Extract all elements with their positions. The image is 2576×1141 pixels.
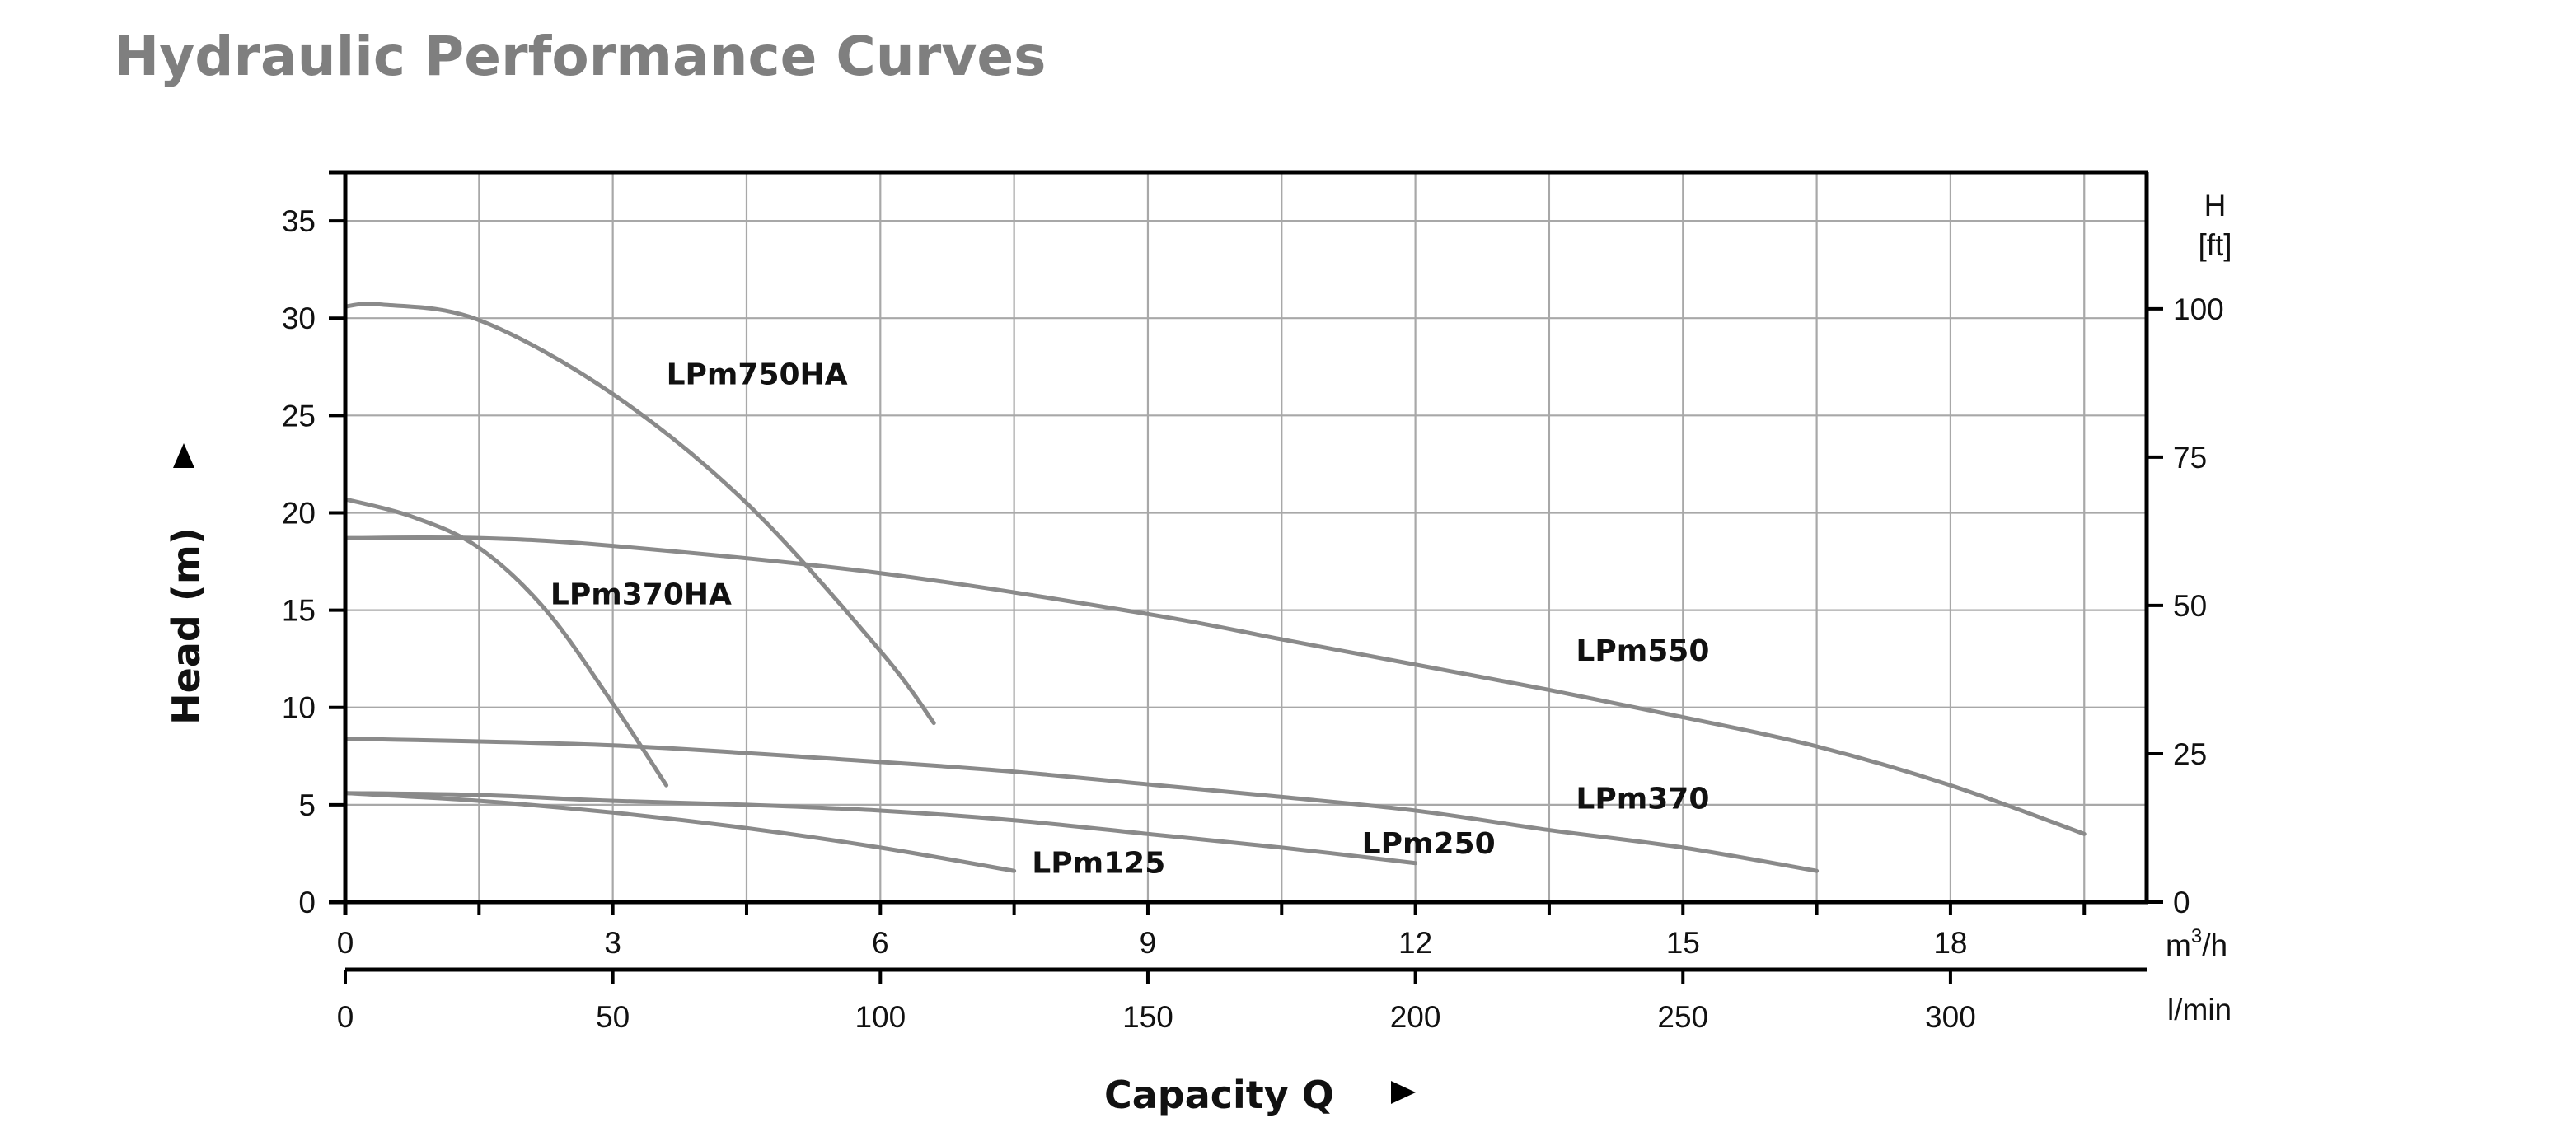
curve-lpm750ha bbox=[343, 302, 936, 726]
curve-label-lpm370: LPm370 bbox=[1576, 783, 1709, 816]
y2-axis-title-line1: H bbox=[2204, 189, 2227, 222]
y-tick-label: 35 bbox=[282, 204, 316, 238]
y-tick-label: 0 bbox=[298, 886, 316, 919]
x2-tick-label: 50 bbox=[596, 1000, 630, 1034]
y2-tick-label: 50 bbox=[2173, 589, 2207, 623]
y-tick-label: 25 bbox=[282, 399, 316, 433]
x2-tick-label: 300 bbox=[1925, 1000, 1976, 1034]
x-tick-label: 3 bbox=[604, 926, 621, 960]
y2-tick-label: 100 bbox=[2173, 292, 2224, 326]
labels: LPm750HA LPm370HA LPm550 LPm370 LPm250 LPm125 bbox=[550, 358, 1709, 881]
y2-tick-label: 75 bbox=[2173, 441, 2207, 475]
x-tick-label: 15 bbox=[1666, 926, 1700, 960]
x-tick-label: 6 bbox=[872, 926, 889, 960]
curve-label-lpm250: LPm250 bbox=[1362, 827, 1496, 861]
x2-tick-label: 100 bbox=[855, 1000, 906, 1034]
y-tick-label: 5 bbox=[298, 788, 316, 822]
curve-lpm550 bbox=[343, 535, 2087, 836]
curves bbox=[343, 302, 2087, 873]
axes: 0 5 10 15 20 25 30 35 0 25 50 75 100 0 3 6 9 12 15 18 0 50 100… bbox=[282, 170, 2224, 1034]
y-tick-label: 10 bbox=[282, 691, 316, 725]
x2-tick-label: 200 bbox=[1390, 1000, 1441, 1034]
x2-tick-label: 250 bbox=[1657, 1000, 1708, 1034]
x-axis-unit-m3h: m3/h bbox=[2166, 925, 2227, 962]
curve-lpm125 bbox=[343, 791, 1017, 873]
x2-tick-label: 0 bbox=[337, 1000, 354, 1034]
curve-label-lpm125: LPm125 bbox=[1032, 847, 1165, 881]
x-axis-title: Capacity Q bbox=[1104, 1073, 1334, 1117]
curve-label-lpm370ha: LPm370HA bbox=[550, 578, 732, 612]
x-tick-label: 9 bbox=[1140, 926, 1157, 960]
x-axis-arrow-icon bbox=[1391, 1081, 1416, 1104]
x-tick-label: 0 bbox=[337, 926, 354, 960]
x-tick-label: 12 bbox=[1398, 926, 1432, 960]
y-axis-arrow-icon bbox=[173, 443, 194, 468]
y2-axis-title-line2: [ft] bbox=[2198, 228, 2232, 262]
y2-tick-label: 25 bbox=[2173, 737, 2207, 771]
page-title: Hydraulic Performance Curves bbox=[114, 25, 1047, 88]
curve-lpm250 bbox=[343, 791, 1418, 866]
y-tick-label: 30 bbox=[282, 302, 316, 335]
y-axis-title: Head (m) bbox=[164, 527, 208, 725]
y-tick-label: 20 bbox=[282, 496, 316, 530]
x2-tick-label: 150 bbox=[1122, 1000, 1173, 1034]
x2-axis-unit: l/min bbox=[2167, 993, 2232, 1026]
curve-lpm370 bbox=[343, 737, 1820, 873]
curve-lpm370ha bbox=[343, 497, 669, 788]
grid bbox=[345, 172, 2147, 902]
y-tick-label: 15 bbox=[282, 594, 316, 628]
x-tick-label: 18 bbox=[1933, 926, 1967, 960]
curve-label-lpm750ha: LPm750HA bbox=[667, 358, 848, 392]
curve-label-lpm550: LPm550 bbox=[1576, 634, 1709, 668]
y2-tick-label: 0 bbox=[2173, 886, 2190, 919]
